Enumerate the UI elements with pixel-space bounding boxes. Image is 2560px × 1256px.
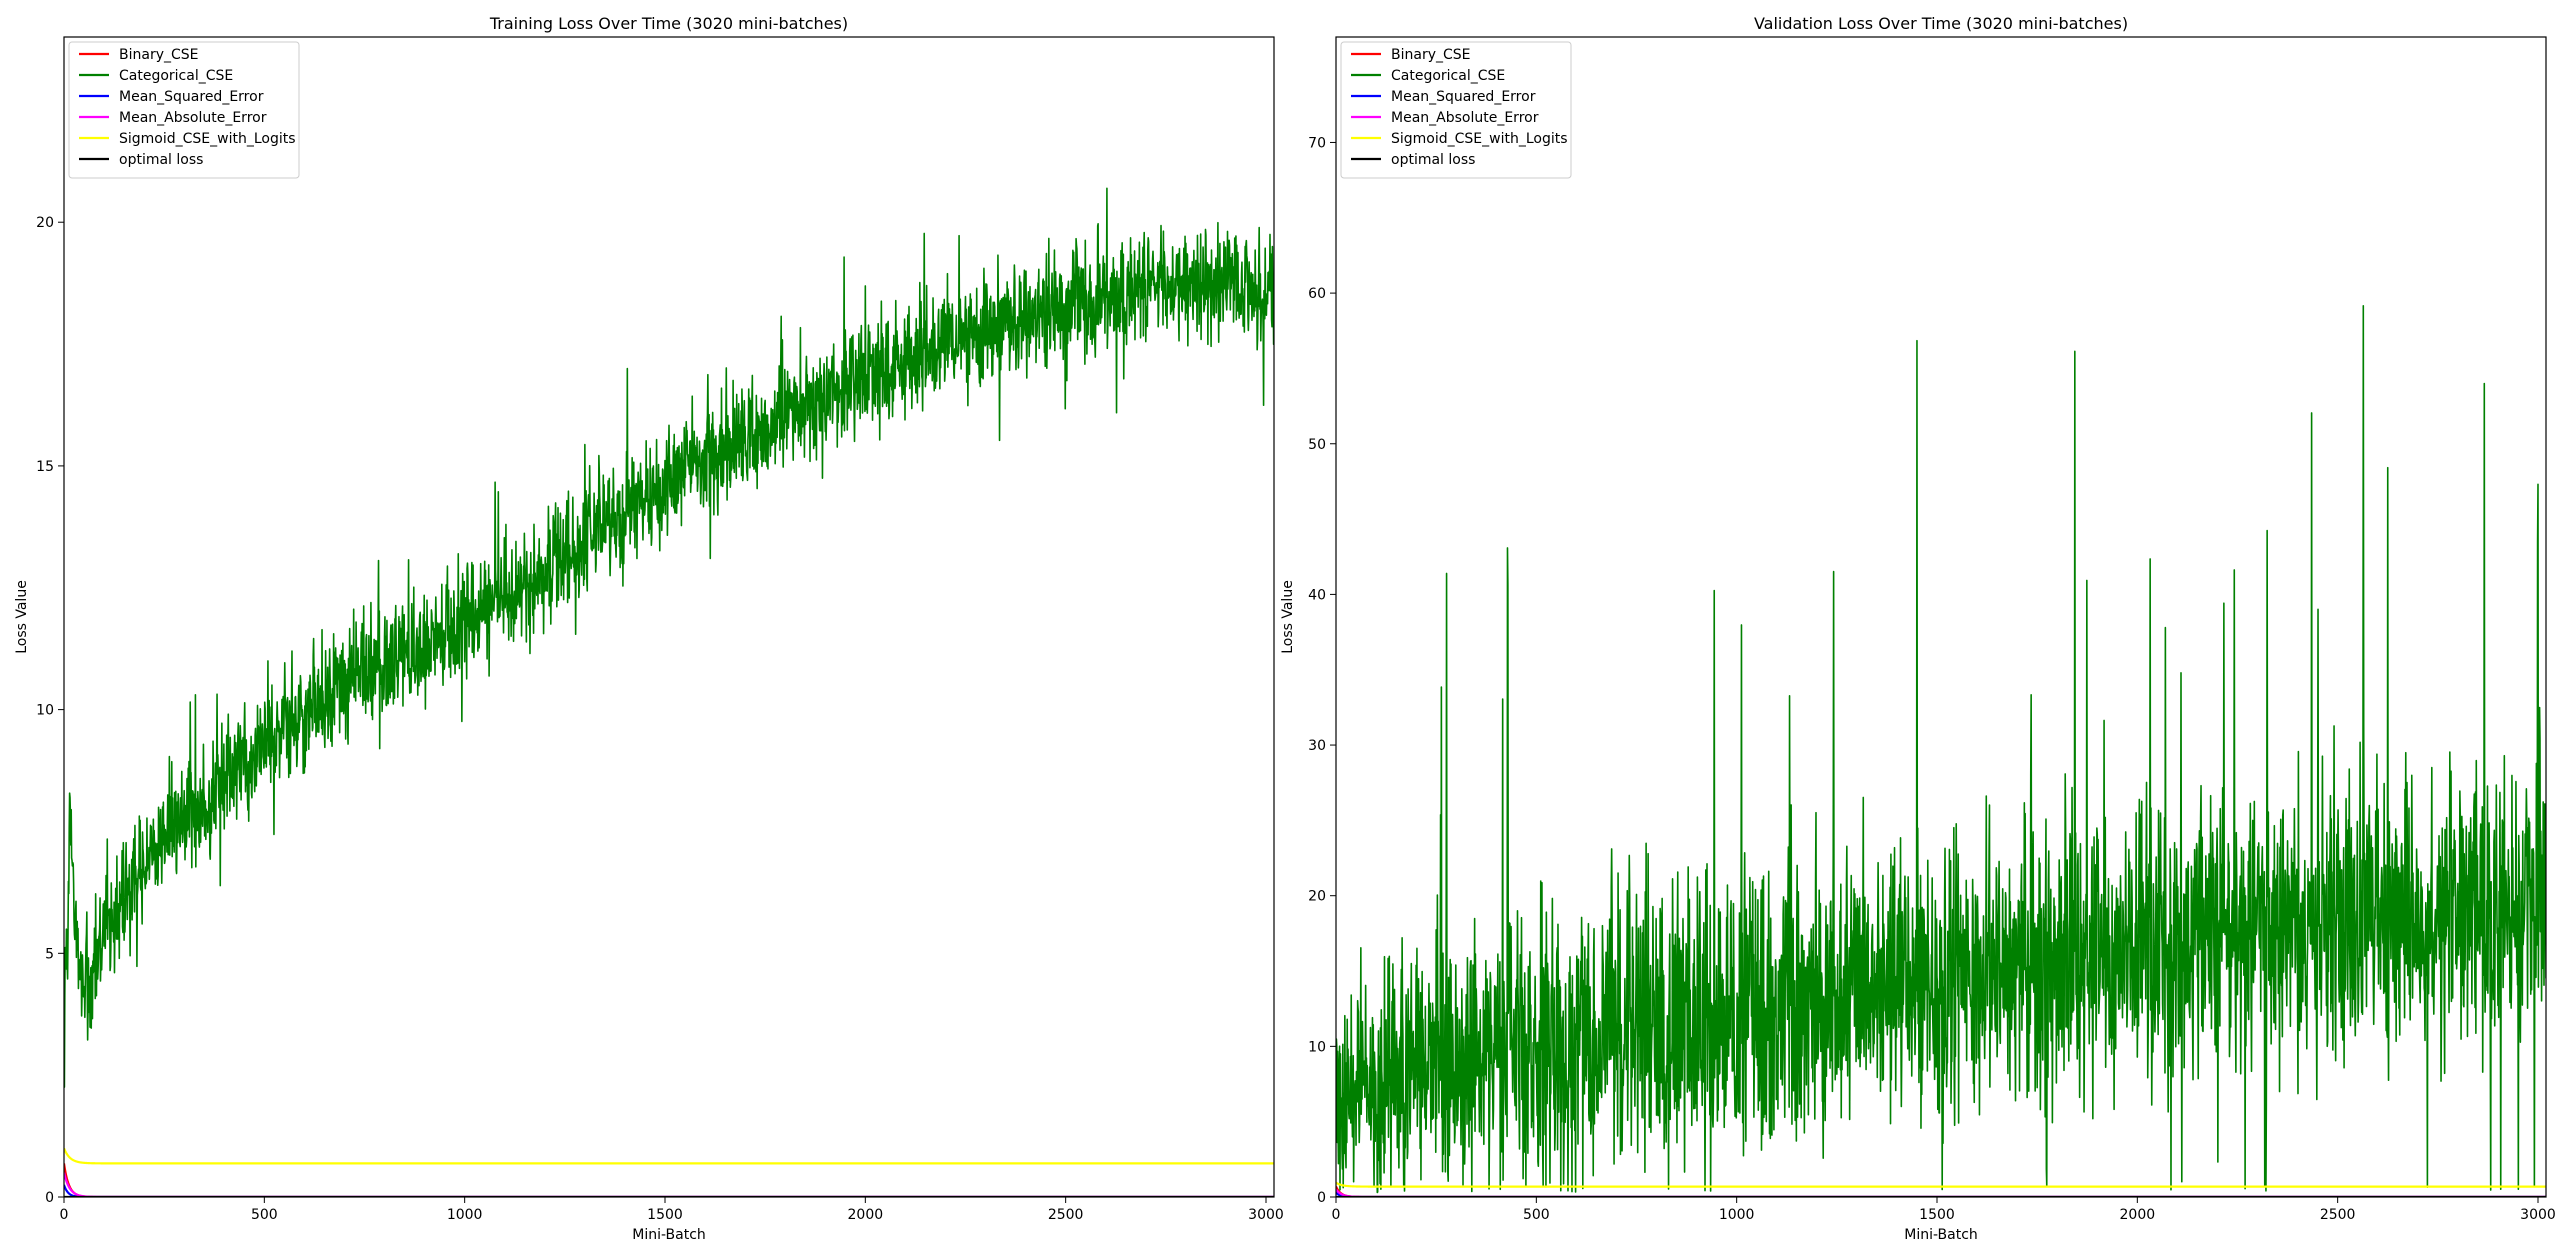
y-axis-label: Loss Value [14, 580, 30, 654]
x-axis-label: Mini-Batch [632, 1227, 706, 1243]
series-line-categorical-cse [64, 187, 1274, 1088]
legend-label: Binary_CSE [1391, 47, 1471, 63]
x-tick-label: 500 [251, 1207, 278, 1223]
legend-label: optimal loss [1391, 152, 1475, 168]
series-line-sigmoid-cse-with-logits [64, 1147, 1274, 1165]
legend: Binary_CSE Categorical_CSE Mean_Squared_Er… [1340, 41, 1572, 179]
x-tick-label: 2500 [1048, 1207, 1084, 1223]
x-tick-label: 500 [1523, 1207, 1550, 1223]
legend-box [1340, 41, 1572, 179]
y-tick-label: 60 [1308, 286, 1326, 302]
x-tick-label: 3000 [2520, 1207, 2556, 1223]
x-tick-label: 0 [60, 1207, 69, 1223]
chart-title: Validation Loss Over Time (3020 mini-bat… [1754, 14, 2128, 33]
y-tick-label: 10 [36, 703, 54, 719]
y-tick-label: 10 [1308, 1039, 1326, 1055]
y-tick-label: 30 [1308, 738, 1326, 754]
series-group [1336, 304, 2546, 1197]
x-tick-label: 1000 [447, 1207, 483, 1223]
y-tick-label: 70 [1308, 135, 1326, 151]
y-tick-label: 50 [1308, 437, 1326, 453]
x-tick-label: 2000 [2120, 1207, 2156, 1223]
legend-box [68, 41, 300, 179]
x-tick-label: 2000 [848, 1207, 884, 1223]
series-line-mean-squared-error [64, 1184, 1274, 1197]
y-tick-label: 40 [1308, 587, 1326, 603]
series-line-binary-cse [1336, 1185, 2546, 1197]
legend-label: Binary_CSE [119, 47, 199, 63]
series-line-binary-cse [64, 1163, 1274, 1197]
plot-frame [1335, 36, 2547, 1198]
chart-title: Training Loss Over Time (3020 mini-batch… [489, 14, 848, 33]
x-tick-label: 1500 [1919, 1207, 1955, 1223]
x-tick-label: 3000 [1248, 1207, 1284, 1223]
y-tick-label: 0 [1317, 1190, 1326, 1206]
x-axis-label: Mini-Batch [1904, 1227, 1978, 1243]
y-tick-label: 5 [45, 946, 54, 962]
legend-label: Sigmoid_CSE_with_Logits [1391, 131, 1568, 147]
y-tick-label: 20 [36, 215, 54, 231]
validation-loss-chart: Validation Loss Over Time (3020 mini-bat… [1280, 14, 2556, 1243]
series-group [64, 187, 1274, 1197]
x-tick-label: 1000 [1719, 1207, 1755, 1223]
x-tick-label: 1500 [647, 1207, 683, 1223]
x-tick-label: 2500 [2320, 1207, 2356, 1223]
y-tick-label: 20 [1308, 889, 1326, 905]
series-line-mean-absolute-error [1336, 1188, 2546, 1197]
legend-label: Sigmoid_CSE_with_Logits [119, 131, 296, 147]
legend: Binary_CSE Categorical_CSE Mean_Squared_Er… [68, 41, 300, 179]
y-tick-label: 0 [45, 1190, 54, 1206]
legend-label: Categorical_CSE [119, 68, 233, 84]
legend-label: Mean_Absolute_Error [119, 110, 267, 126]
plot-frame [63, 36, 1275, 1198]
series-line-categorical-cse [1336, 304, 2546, 1194]
legend-label: Mean_Squared_Error [119, 89, 264, 105]
training-loss-chart: Training Loss Over Time (3020 mini-batch… [14, 14, 1284, 1243]
legend-label: Mean_Squared_Error [1391, 89, 1536, 105]
legend-label: optimal loss [119, 152, 203, 168]
legend-label: Mean_Absolute_Error [1391, 110, 1539, 126]
series-line-mean-absolute-error [64, 1172, 1274, 1197]
y-axis-label: Loss Value [1280, 580, 1296, 654]
series-line-sigmoid-cse-with-logits [1336, 1181, 2546, 1188]
legend-label: Categorical_CSE [1391, 68, 1505, 84]
y-tick-label: 15 [36, 459, 54, 475]
x-tick-label: 0 [1332, 1207, 1341, 1223]
